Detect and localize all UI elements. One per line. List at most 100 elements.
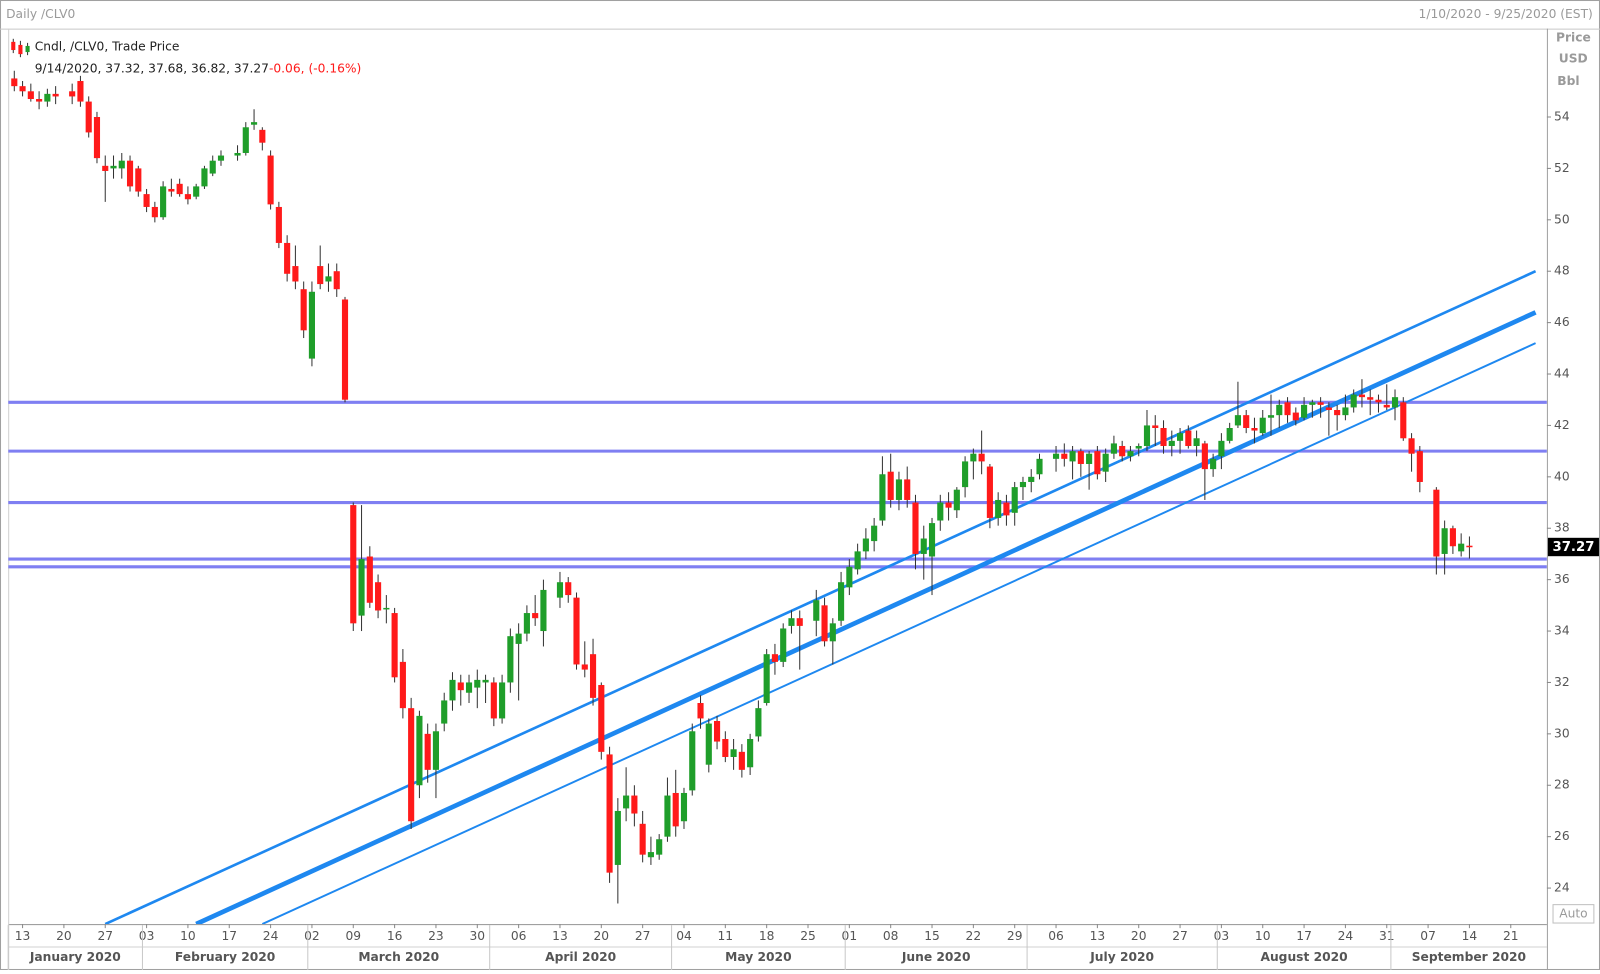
candle-body xyxy=(631,795,638,814)
candle-body xyxy=(1086,453,1093,464)
y-label: Bbl xyxy=(1557,74,1579,88)
candle-body xyxy=(1375,399,1382,403)
candle-body xyxy=(441,700,448,724)
candle-body xyxy=(647,852,654,858)
candle-body xyxy=(176,183,183,195)
candle-body xyxy=(697,703,704,719)
candle-body xyxy=(928,523,936,557)
candle-body xyxy=(1185,430,1192,446)
candle-body xyxy=(1160,427,1167,446)
candle-body xyxy=(1358,394,1366,398)
candle-body xyxy=(1350,394,1357,408)
candle-body xyxy=(838,582,845,621)
candle-body xyxy=(275,206,282,243)
candle-body xyxy=(1028,476,1035,482)
month-label: May 2020 xyxy=(725,950,791,964)
x-tick-label: 23 xyxy=(428,929,444,943)
x-tick-label: 04 xyxy=(676,929,692,943)
candle-body xyxy=(1193,438,1200,446)
candle-body xyxy=(680,792,688,822)
candle-body xyxy=(1218,440,1225,457)
candle-body xyxy=(1309,402,1316,405)
month-label: March 2020 xyxy=(358,950,439,964)
candle-body xyxy=(589,654,597,698)
candle-body xyxy=(375,582,382,611)
candle-body xyxy=(391,613,398,678)
candle-body xyxy=(474,679,481,688)
candle-body xyxy=(1449,528,1456,547)
candle-body xyxy=(1317,402,1324,405)
x-tick-label: 13 xyxy=(1090,929,1106,943)
candle-body xyxy=(482,679,489,683)
candle-body xyxy=(300,289,307,331)
candle-body xyxy=(1458,543,1465,552)
candle-body xyxy=(1127,451,1134,457)
x-tick-label: 31 xyxy=(1379,929,1395,943)
candle-body xyxy=(1367,397,1374,400)
candle-body xyxy=(118,160,125,169)
candle-body xyxy=(36,99,43,102)
x-tick-label: 21 xyxy=(1503,929,1519,943)
candle-body xyxy=(846,566,853,588)
auto-button[interactable] xyxy=(1552,904,1595,924)
candle-body xyxy=(44,93,51,102)
candle-body xyxy=(1400,402,1407,439)
candle-body xyxy=(1003,502,1010,516)
candle-body xyxy=(523,613,530,634)
y-tick-label: 48 xyxy=(1554,264,1570,278)
candle-body xyxy=(705,723,712,765)
y-tick-label: 38 xyxy=(1554,521,1570,535)
candle-body xyxy=(350,505,357,624)
month-label: February 2020 xyxy=(175,950,275,964)
candle-body xyxy=(160,186,167,218)
candle-body xyxy=(383,607,390,610)
candle-body xyxy=(432,731,440,770)
candle-body xyxy=(1102,453,1109,472)
candle-body xyxy=(1119,445,1126,457)
legend-icon xyxy=(11,38,30,58)
candle-body xyxy=(126,160,134,187)
x-tick-label: 27 xyxy=(1172,929,1188,943)
candle-body xyxy=(978,453,985,462)
x-tick-label: 18 xyxy=(759,929,775,943)
candle-body xyxy=(1342,407,1349,416)
candle-body xyxy=(1011,487,1018,513)
candle-body xyxy=(672,792,679,827)
candle-body xyxy=(730,749,737,757)
candle-body xyxy=(639,823,646,855)
candle-body xyxy=(465,682,473,693)
x-tick-label: 03 xyxy=(139,929,155,943)
auto-button-label[interactable]: Auto xyxy=(1559,906,1587,920)
x-tick-label: 27 xyxy=(635,929,651,943)
candle-body xyxy=(945,502,952,508)
candle-body xyxy=(110,165,117,169)
candle-body xyxy=(457,682,464,691)
candle-body xyxy=(747,738,754,768)
candle-body xyxy=(598,685,605,752)
candle-body xyxy=(581,664,588,670)
candle-body xyxy=(507,636,514,683)
candle-body xyxy=(19,86,26,92)
x-tick-label: 08 xyxy=(883,929,899,943)
candle-body xyxy=(1259,417,1266,434)
y-tick-label: 36 xyxy=(1554,572,1570,586)
candle-body xyxy=(85,101,92,133)
candle-body xyxy=(267,155,274,205)
y-tick-label: 52 xyxy=(1554,161,1570,175)
candle-body xyxy=(962,461,969,488)
candle-body xyxy=(234,152,241,156)
x-tick-label: 10 xyxy=(1255,929,1271,943)
x-tick-label: 11 xyxy=(718,929,734,943)
candle-body xyxy=(565,582,572,596)
candle-body xyxy=(143,194,150,207)
candle-body xyxy=(1094,451,1101,475)
x-tick-label: 16 xyxy=(387,929,403,943)
candle-body xyxy=(1069,451,1076,462)
x-tick-label: 20 xyxy=(56,929,72,943)
x-tick-label: 14 xyxy=(1462,929,1478,943)
candle-body xyxy=(713,721,721,742)
candle-body xyxy=(325,276,332,282)
candle-body xyxy=(689,731,696,791)
y-tick-label: 30 xyxy=(1554,726,1570,740)
candle-body xyxy=(1061,453,1068,459)
